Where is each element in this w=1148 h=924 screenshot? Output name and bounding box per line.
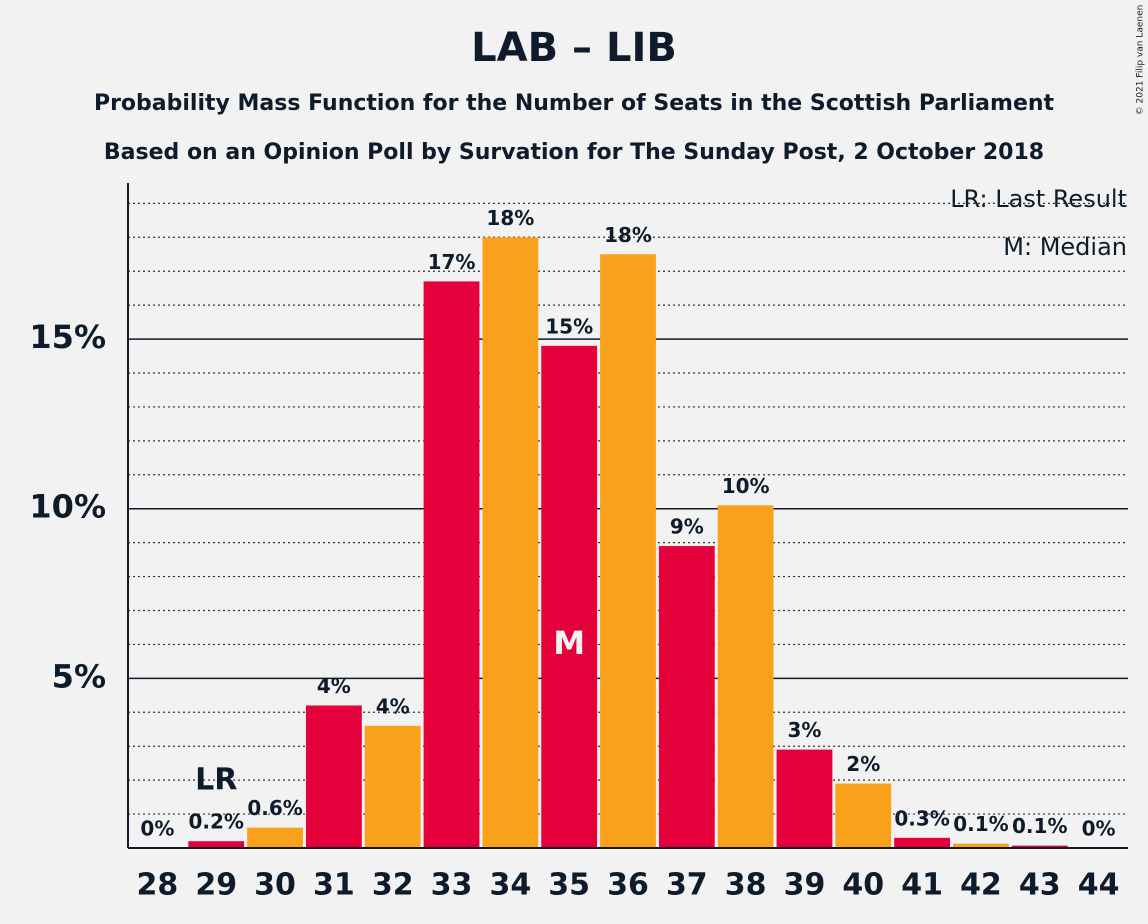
bar — [835, 783, 892, 848]
bar — [188, 841, 245, 848]
x-tick-label: 43 — [1019, 868, 1061, 903]
value-label: 0.2% — [189, 810, 244, 834]
x-tick-label: 36 — [607, 868, 649, 903]
x-tick-label: 40 — [842, 868, 884, 903]
x-tick-label: 37 — [666, 868, 708, 903]
value-label: 2% — [846, 752, 880, 776]
x-tick-label: 35 — [548, 868, 590, 903]
bar — [717, 505, 774, 848]
bar — [305, 705, 362, 848]
value-label: 18% — [486, 206, 534, 230]
x-tick-label: 28 — [137, 868, 179, 903]
value-label: 15% — [545, 314, 593, 338]
value-label: 0.3% — [894, 806, 949, 830]
x-tick-label: 34 — [489, 868, 531, 903]
bar — [423, 281, 480, 849]
bar — [953, 843, 1009, 848]
x-tick-label: 39 — [784, 868, 826, 903]
value-label: 9% — [670, 515, 704, 539]
value-label: 10% — [722, 474, 770, 498]
bar — [364, 725, 421, 848]
value-label: 18% — [604, 223, 652, 247]
value-label: 0.6% — [247, 796, 302, 820]
x-tick-label: 29 — [195, 868, 237, 903]
x-tick-label: 30 — [254, 868, 296, 903]
y-tick-label: 10% — [29, 488, 106, 526]
x-tick-label: 32 — [372, 868, 414, 903]
bar — [247, 827, 303, 848]
y-tick-label: 5% — [52, 657, 106, 695]
bar — [776, 749, 833, 848]
copyright: © 2021 Filip van Laenen — [1136, 5, 1146, 116]
value-label: 4% — [317, 674, 351, 698]
value-label: 0.1% — [1012, 814, 1067, 838]
bar — [1011, 845, 1068, 848]
annotation: LR — [195, 763, 237, 798]
value-label: 0% — [1082, 817, 1116, 841]
x-tick-label: 42 — [960, 868, 1002, 903]
bar — [600, 254, 656, 848]
bar — [658, 546, 715, 848]
value-label: 17% — [428, 250, 476, 274]
legend-note: LR: Last Result — [950, 185, 1127, 213]
x-tick-label: 44 — [1078, 868, 1120, 903]
annotation: M — [553, 624, 585, 662]
value-label: 3% — [787, 718, 821, 742]
bar — [541, 345, 598, 848]
subtitle: Based on an Opinion Poll by Survation fo… — [104, 140, 1044, 165]
chart-title: LAB – LIB — [471, 25, 677, 71]
bar — [482, 237, 539, 849]
value-label: 0% — [140, 817, 174, 841]
x-tick-label: 33 — [431, 868, 473, 903]
x-tick-label: 31 — [313, 868, 355, 903]
y-tick-label: 15% — [29, 318, 106, 356]
value-label: 0.1% — [953, 812, 1008, 836]
subtitle: Probability Mass Function for the Number… — [94, 91, 1055, 116]
value-label: 4% — [376, 694, 410, 718]
bar — [894, 837, 951, 848]
x-tick-label: 38 — [725, 868, 767, 903]
x-tick-label: 41 — [901, 868, 943, 903]
